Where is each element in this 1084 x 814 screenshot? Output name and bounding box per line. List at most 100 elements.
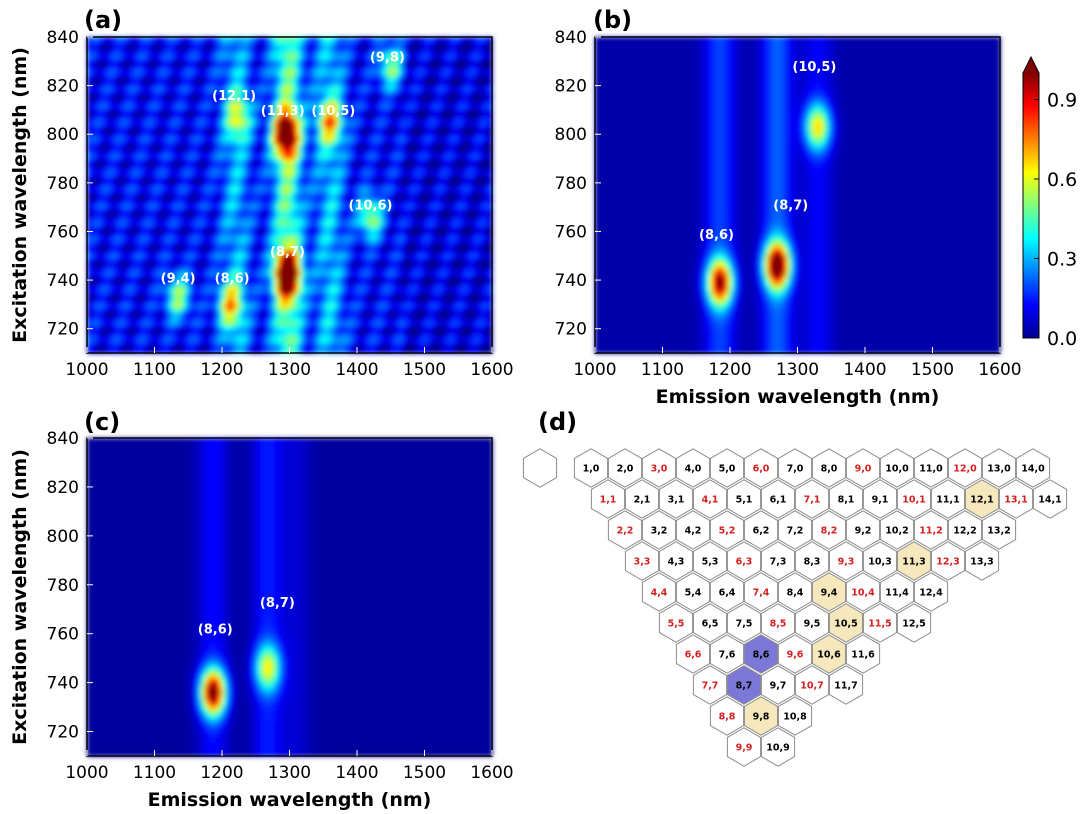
hex-label: 9,8	[753, 712, 770, 723]
hex-label: 3,2	[651, 526, 668, 537]
hex-label: 2,2	[617, 526, 634, 537]
peak-label: (8,6)	[699, 228, 734, 243]
hex-label: 9,2	[855, 526, 872, 537]
hex-label: 4,2	[685, 526, 702, 537]
hex-cell: 9,6	[778, 635, 811, 673]
x-tick-label: 1600	[978, 360, 1021, 380]
hex-cell: 6,1	[761, 480, 794, 518]
x-tick-label: 1400	[843, 360, 886, 380]
hex-label: 6,6	[685, 650, 702, 661]
x-axis-label: Emission wavelength (nm)	[148, 789, 432, 811]
hex-label: 7,0	[787, 464, 804, 475]
peak-label: (10,5)	[792, 60, 836, 75]
hex-label: 13,0	[987, 464, 1011, 475]
peak-label: (8,7)	[270, 245, 305, 260]
x-tick-label: 1400	[335, 763, 378, 783]
hex-cell: 6,5	[693, 604, 726, 642]
y-tick-label: 760	[47, 222, 79, 242]
hex-cell: 11,7	[829, 666, 862, 704]
hex-label: 8,6	[753, 650, 770, 661]
x-tick-label: 1300	[776, 360, 819, 380]
hex-cell: 11,0	[914, 449, 947, 487]
hex-cell: 8,3	[795, 542, 828, 580]
y-tick-label: 840	[555, 28, 587, 48]
hex-label: 4,3	[668, 557, 685, 568]
hex-cell: 7,1	[795, 480, 828, 518]
hex-label: 9,3	[838, 557, 855, 568]
colorbar-tick-label: 0.9	[1047, 90, 1077, 112]
chirality-map: (d)1,0 2,0 3,0 4,0 5,0 6,0 7,0 8,0 9,0 10,0 11,0 12…	[523, 408, 1066, 766]
y-tick-label: 800	[555, 125, 587, 145]
hex-label: 12,2	[953, 526, 976, 537]
panel-label: (d)	[538, 408, 577, 436]
hex-label: 9,6	[787, 650, 804, 661]
panel-label: (b)	[593, 6, 632, 34]
colorbar-tick-label: 0.0	[1047, 328, 1077, 350]
hex-cell: 6,2	[744, 511, 777, 549]
hex-cell: 13,1	[999, 480, 1032, 518]
peak-label: (10,5)	[311, 104, 355, 119]
hex-cell: 7,2	[778, 511, 811, 549]
x-tick-label: 1300	[268, 360, 311, 380]
x-tick-label: 1100	[133, 360, 176, 380]
x-tick-label: 1200	[200, 763, 243, 783]
hex-label: 9,0	[855, 464, 872, 475]
hex-cell: 8,0	[812, 449, 845, 487]
hex-cell: 9,2	[846, 511, 879, 549]
heatmap-panel-0: 1000 1100 1200 1300 1400 1500 1600720740760780…	[9, 6, 514, 380]
hex-label: 10,4	[851, 588, 875, 599]
x-tick-label: 1100	[133, 763, 176, 783]
heatmap-cells	[595, 37, 1001, 354]
hex-label: 6,4	[719, 588, 736, 599]
hex-cell: 8,6	[744, 635, 777, 673]
hex-label: 14,0	[1021, 464, 1045, 475]
hex-label: 12,1	[970, 495, 993, 506]
hex-label: 11,3	[902, 557, 925, 568]
peak-label: (8,6)	[215, 272, 250, 287]
hex-label: 10,8	[783, 712, 807, 723]
peak-label: (9,4)	[161, 272, 196, 287]
hex-cell: 10,5	[829, 604, 862, 642]
hex-cell: 11,6	[846, 635, 879, 673]
hex-label: 10,3	[868, 557, 891, 568]
hex-label: 8,3	[804, 557, 821, 568]
x-tick-label: 1600	[470, 763, 513, 783]
hex-label: 11,1	[936, 495, 959, 506]
hex-cell: 5,5	[659, 604, 692, 642]
x-tick-label: 1300	[268, 763, 311, 783]
hex-label: 10,6	[817, 650, 841, 661]
hex-cell: 3,3	[625, 542, 658, 580]
hex-cell: 3,1	[659, 480, 692, 518]
y-tick-label: 760	[555, 222, 587, 242]
peak-label: (10,6)	[349, 199, 393, 214]
hex-label: 5,5	[668, 619, 685, 630]
hex-label: 4,4	[651, 588, 668, 599]
hex-cell: 8,8	[710, 697, 743, 735]
hex-label: 8,4	[787, 588, 804, 599]
y-tick-label: 800	[47, 125, 79, 145]
hex-cell: 6,3	[727, 542, 760, 580]
heatmap-cells	[87, 37, 493, 354]
y-tick-label: 740	[47, 674, 79, 694]
hex-label: 13,1	[1004, 495, 1027, 506]
hex-cell: 11,1	[931, 480, 964, 518]
y-tick-label: 740	[47, 271, 79, 291]
hex-label: 5,1	[736, 495, 753, 506]
hex-label: 7,7	[702, 681, 719, 692]
hex-label: 11,0	[919, 464, 943, 475]
hex-cell: 4,4	[642, 573, 675, 611]
hex-label: 10,0	[885, 464, 909, 475]
hex-cell: 9,9	[727, 728, 760, 766]
hex-label: 2,0	[617, 464, 634, 475]
hex-label: 3,1	[668, 495, 685, 506]
hex-label: 9,4	[821, 588, 838, 599]
hex-cell: 9,5	[795, 604, 828, 642]
hex-cell: 9,1	[863, 480, 896, 518]
colorbar: 0.00.30.60.9	[1023, 57, 1077, 350]
colorbar-extend-arrow	[1023, 57, 1039, 73]
hex-cell: 7,0	[778, 449, 811, 487]
x-tick-label: 1600	[470, 360, 513, 380]
x-tick-label: 1500	[403, 763, 446, 783]
hex-label: 12,5	[902, 619, 925, 630]
hex-cell: 2,2	[608, 511, 641, 549]
